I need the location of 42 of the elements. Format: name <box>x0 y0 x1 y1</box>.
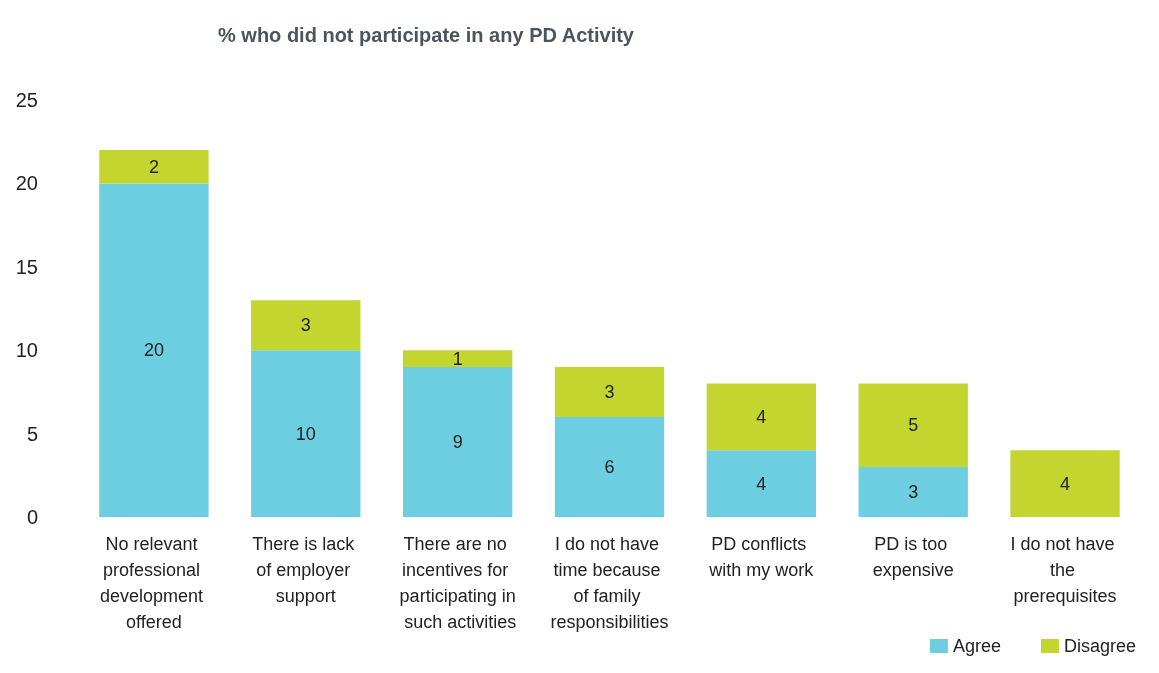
legend-label: Disagree <box>1063 636 1137 656</box>
data-label: 3 <box>604 381 615 402</box>
data-label: 9 <box>452 431 463 452</box>
bar <box>706 383 817 451</box>
data-label: 4 <box>756 473 767 494</box>
y-tick-label: 10 <box>15 339 38 362</box>
x-tick-label: PD conflicts with my work <box>708 534 815 580</box>
y-tick-label: 25 <box>15 89 38 111</box>
bar <box>858 466 968 517</box>
data-label: 3 <box>908 481 919 502</box>
y-tick-label: 15 <box>15 255 38 278</box>
data-label: 6 <box>604 456 615 477</box>
y-tick-label: 0 <box>26 506 38 528</box>
x-tick-label: There is lack of employer support <box>252 534 360 606</box>
data-label: 3 <box>300 315 311 336</box>
bar <box>706 450 817 517</box>
bar <box>554 416 665 517</box>
chart-title: % who did not participate in any PD Activity <box>218 24 635 46</box>
bar <box>251 300 361 351</box>
data-label: 5 <box>908 415 919 436</box>
x-tick-label: No relevant professional development offered <box>99 534 208 632</box>
bar <box>402 366 513 517</box>
x-tick-label: I do not have time because of family responsibilities <box>550 534 669 632</box>
data-label: 1 <box>452 348 463 369</box>
bar <box>402 350 513 367</box>
data-label: 10 <box>295 423 316 444</box>
data-label: 20 <box>143 340 164 361</box>
bar <box>251 350 361 517</box>
y-tick-label: 20 <box>15 172 38 195</box>
bar <box>99 150 209 184</box>
bar <box>99 183 209 517</box>
data-label: 4 <box>1060 473 1071 494</box>
x-tick-label: I do not have the prerequisites <box>1010 534 1120 606</box>
x-tick-label: PD is too expensive <box>872 534 954 580</box>
bar <box>858 383 968 467</box>
data-label: 4 <box>756 406 767 427</box>
legend-label: Agree <box>952 636 1001 656</box>
x-tick-label: There are no incentives for participating in such activities <box>399 534 517 632</box>
bar <box>554 366 665 417</box>
y-tick-label: 5 <box>26 422 38 445</box>
data-label: 2 <box>148 156 159 177</box>
bar <box>1010 450 1120 517</box>
